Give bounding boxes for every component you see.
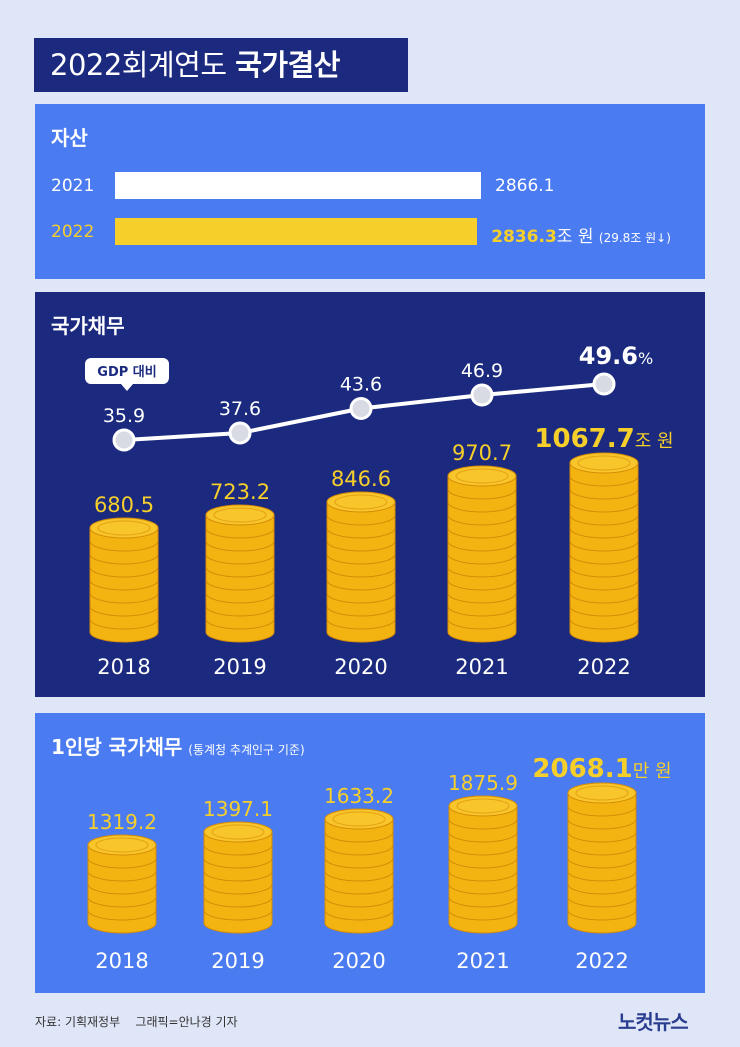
percap-value-label: 2068.1만 원 xyxy=(532,754,671,784)
percap-value-label: 1319.2 xyxy=(87,810,157,834)
percap-heading-text: 1인당 국가채무 xyxy=(51,735,183,759)
percap-value-label: 1633.2 xyxy=(324,784,394,808)
gdp-value-label: 43.6 xyxy=(340,374,382,396)
assets-value-2021-number: 2866.1 xyxy=(495,176,555,196)
coin-rim xyxy=(334,494,388,510)
gdp-badge xyxy=(85,358,169,384)
assets-year-2022: 2022 xyxy=(51,222,95,242)
debt-value-label: 970.7 xyxy=(452,441,512,465)
debt-coin-stack xyxy=(205,504,275,643)
coin-rim xyxy=(455,468,509,484)
percap-coin-stack xyxy=(324,808,394,934)
page-title: 2022회계연도 국가결산 xyxy=(34,38,408,92)
debt-chart: 680.5 2018 723.2 2019 846.6 2020 970.7 2021 1067… xyxy=(85,342,674,679)
debt-year-label: 2021 xyxy=(455,655,508,679)
gdp-point xyxy=(228,421,252,445)
percap-value-label: 1875.9 xyxy=(448,771,518,795)
debt-coin-stack xyxy=(326,491,396,643)
assets-change: (29.8조 원↓) xyxy=(598,231,671,245)
title-light: 2022회계연도 xyxy=(50,48,227,82)
gdp-badge-pointer xyxy=(121,384,133,391)
title-bold: 국가결산 xyxy=(235,48,340,82)
coin-rim xyxy=(575,785,629,801)
credit-text: 그래픽=안나경 기자 xyxy=(135,1015,238,1029)
coin-rim xyxy=(456,798,510,814)
percap-unit-label: 만 원 xyxy=(633,761,672,782)
source-credit: 자료: 기획재정부 그래픽=안나경 기자 xyxy=(35,1013,238,1030)
percap-coin-stack xyxy=(448,795,518,934)
gdp-point xyxy=(470,383,494,407)
gdp-value-label: 37.6 xyxy=(219,398,261,420)
gdp-value-label: 46.9 xyxy=(461,360,503,382)
debt-year-label: 2018 xyxy=(97,655,150,679)
percap-coin-stack xyxy=(567,782,637,934)
gdp-value-label: 35.9 xyxy=(103,405,145,427)
debt-value-label: 723.2 xyxy=(210,480,270,504)
percap-year-label: 2022 xyxy=(575,949,628,973)
debt-coin-stack xyxy=(89,517,159,643)
assets-value-2022-unit: 조 원 xyxy=(556,227,594,247)
assets-year-2021: 2021 xyxy=(51,176,95,196)
coin-rim xyxy=(97,520,151,536)
source-text: 자료: 기획재정부 xyxy=(35,1015,121,1029)
percap-year-label: 2020 xyxy=(332,949,385,973)
gdp-percent-unit: % xyxy=(638,349,653,368)
gdp-point xyxy=(592,372,616,396)
percap-chart: 1319.2 2018 1397.1 2019 1633.2 2020 1875.9 2021… xyxy=(87,754,672,973)
coin-rim xyxy=(577,455,631,471)
logo: 노컷뉴스 xyxy=(618,1010,689,1034)
assets-value-2022: 2836.3조 원 (29.8조 원↓) xyxy=(491,222,671,247)
coin-rim xyxy=(211,824,265,840)
assets-bar-2021 xyxy=(115,172,481,199)
percap-heading: 1인당 국가채무 (통계청 추계인구 기준) xyxy=(51,731,305,760)
debt-coin-stack xyxy=(447,465,517,643)
coin-rim xyxy=(213,507,267,523)
percap-year-label: 2019 xyxy=(211,949,264,973)
debt-heading: 국가채무 xyxy=(51,314,125,338)
debt-year-label: 2020 xyxy=(334,655,387,679)
coin-rim xyxy=(95,837,149,853)
assets-value-2021: 2866.1 xyxy=(495,176,554,196)
assets-value-2022-number: 2836.3 xyxy=(491,227,557,247)
coin-rim xyxy=(332,811,386,827)
debt-value-label: 846.6 xyxy=(331,467,391,491)
debt-value-label: 1067.7조 원 xyxy=(534,424,673,454)
percap-note: (통계청 추계인구 기준) xyxy=(188,743,305,757)
percap-value-label: 1397.1 xyxy=(203,797,273,821)
gdp-point xyxy=(112,428,136,452)
debt-year-label: 2019 xyxy=(213,655,266,679)
percap-coin-stack xyxy=(203,821,273,934)
percap-year-label: 2018 xyxy=(95,949,148,973)
assets-heading: 자산 xyxy=(51,126,88,150)
assets-panel: 자산 2021 2866.1 2022 2836.3조 원 (29.8조 원↓) xyxy=(35,104,705,279)
percap-year-label: 2021 xyxy=(456,949,509,973)
gdp-value-label: 49.6% xyxy=(579,342,653,370)
percap-coin-stack xyxy=(87,834,157,934)
debt-year-label: 2022 xyxy=(577,655,630,679)
debt-unit-label: 조 원 xyxy=(635,431,674,452)
debt-value-label: 680.5 xyxy=(94,493,154,517)
percap-panel: 1인당 국가채무 (통계청 추계인구 기준) 1319.2 2018 1397.1 20… xyxy=(35,713,705,993)
assets-bar-2022 xyxy=(115,218,478,245)
debt-coin-stack xyxy=(569,452,639,643)
gdp-badge-label: GDP 대비 xyxy=(97,365,156,380)
gdp-point xyxy=(349,397,373,421)
debt-panel: 국가채무 680.5 2018 723.2 2019 846.6 2020 970.7 202… xyxy=(35,292,705,697)
